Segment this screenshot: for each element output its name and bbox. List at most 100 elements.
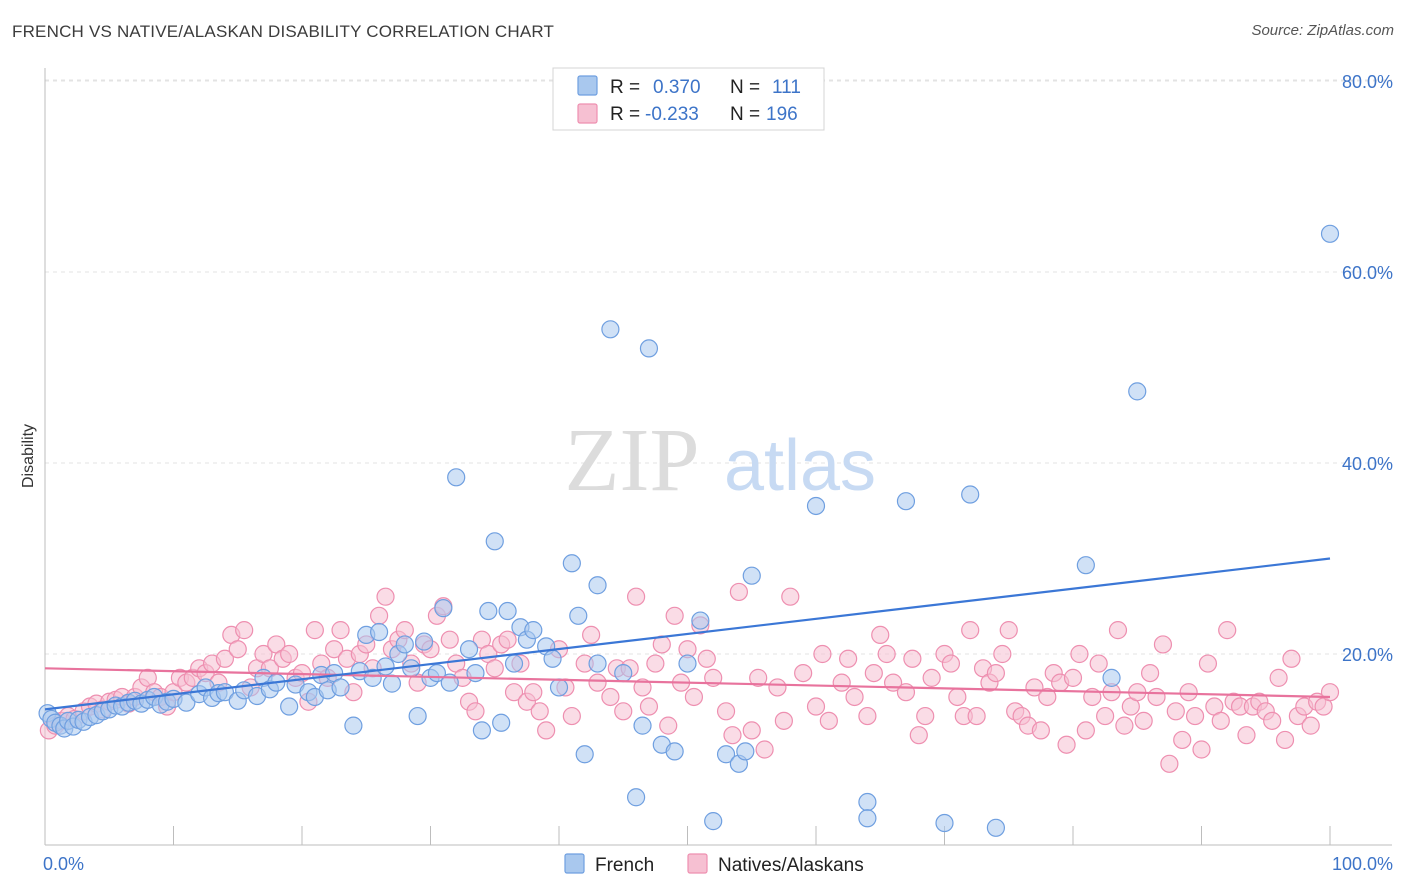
french-point: [344, 716, 363, 735]
natives-point: [530, 702, 549, 721]
natives-point: [845, 687, 864, 707]
natives-point: [806, 697, 826, 716]
french-point: [614, 663, 633, 683]
natives-point: [1115, 716, 1134, 735]
natives-point: [1031, 721, 1050, 740]
natives-point: [646, 654, 665, 673]
french-point: [1320, 224, 1340, 243]
french-point: [498, 601, 517, 621]
natives-point: [1211, 711, 1230, 730]
french-point: [1102, 668, 1121, 687]
natives-point: [235, 621, 254, 640]
watermark-atlas: atlas: [724, 426, 876, 506]
natives-point: [215, 649, 234, 668]
natives-point: [659, 716, 678, 735]
natives-point: [1218, 621, 1237, 640]
natives-point: [1237, 726, 1256, 745]
french-point: [736, 742, 755, 761]
legend-bottom-label-french: French: [595, 855, 654, 876]
x-tick-labels: 0.0% 100.0%: [43, 854, 1393, 874]
x-tick-label: 100.0%: [1332, 854, 1393, 874]
natives-point: [370, 606, 389, 625]
natives-point: [1038, 687, 1057, 707]
legend-bottom-swatch-french: [564, 853, 585, 874]
grid-lines: [45, 79, 1392, 655]
french-point: [472, 721, 491, 740]
french-point: [601, 320, 620, 339]
y-axis-label: Disability: [20, 424, 37, 488]
natives-point: [582, 625, 601, 645]
natives-point: [864, 663, 883, 683]
y-tick-label: 20.0%: [1342, 645, 1393, 665]
natives-point: [1320, 683, 1340, 702]
natives-point: [903, 649, 922, 668]
natives-point: [742, 721, 761, 740]
series-french-points: [38, 224, 1340, 837]
y-tick-label: 40.0%: [1342, 454, 1393, 474]
french-point: [459, 640, 479, 659]
legend-r-value-french: 0.370: [653, 77, 701, 98]
natives-point: [1198, 654, 1218, 673]
natives-point: [1301, 716, 1320, 735]
french-point: [331, 678, 350, 697]
french-point: [382, 674, 402, 693]
natives-point: [1275, 730, 1295, 750]
x-tick-label: 0.0%: [43, 854, 84, 874]
natives-point: [633, 678, 652, 697]
french-point: [479, 601, 498, 621]
natives-point: [325, 640, 344, 659]
natives-point: [768, 678, 787, 697]
french-point: [434, 599, 453, 618]
legend-top-frame: [552, 67, 825, 131]
natives-point: [716, 702, 736, 721]
legend-r-value-natives: -0.233: [645, 104, 699, 125]
source-label: Source: ZipAtlas.com: [1251, 22, 1394, 39]
natives-point: [1179, 683, 1198, 702]
natives-point: [1153, 635, 1173, 654]
natives-point: [1070, 644, 1089, 664]
natives-point: [832, 673, 851, 692]
trend-lines: [44, 557, 1331, 711]
natives-point: [331, 621, 350, 640]
natives-point: [1025, 678, 1044, 697]
french-point: [402, 659, 421, 678]
legend-swatch-natives: [577, 103, 598, 124]
natives-point: [524, 683, 543, 702]
french-point: [716, 745, 736, 764]
natives-point: [993, 644, 1012, 664]
natives-point: [588, 673, 607, 692]
natives-point: [877, 644, 896, 664]
natives-point: [749, 668, 768, 687]
french-trend-line: [44, 557, 1331, 711]
french-point: [376, 657, 395, 676]
y-tick-labels: 20.0% 40.0% 60.0% 80.0%: [1342, 72, 1393, 665]
natives-point: [813, 644, 832, 664]
french-point: [524, 621, 543, 640]
legend-n-value-french: 111: [772, 77, 801, 98]
french-point: [280, 697, 299, 716]
french-point: [177, 693, 196, 712]
legend-top: R = 0.370 N = 111 R = -0.233 N = 196: [552, 67, 825, 131]
natives-point: [858, 706, 877, 726]
french-point: [858, 809, 877, 828]
natives-point: [537, 721, 556, 740]
natives-point: [909, 726, 928, 745]
watermark-zip: ZIP: [565, 411, 700, 510]
natives-point: [1166, 702, 1185, 721]
natives-point: [1269, 668, 1288, 687]
natives-point: [1140, 663, 1160, 683]
natives-point: [922, 668, 941, 687]
natives-point: [1108, 621, 1128, 640]
french-point: [363, 668, 382, 687]
natives-point: [466, 702, 485, 721]
natives-point: [1089, 654, 1108, 673]
french-point: [492, 713, 511, 732]
french-point: [678, 654, 697, 673]
natives-point: [1134, 711, 1153, 730]
french-point: [543, 649, 562, 668]
natives-point: [626, 587, 646, 606]
natives-point: [839, 649, 858, 668]
french-point: [370, 622, 389, 642]
natives-point: [986, 663, 1006, 683]
french-point: [562, 554, 581, 573]
